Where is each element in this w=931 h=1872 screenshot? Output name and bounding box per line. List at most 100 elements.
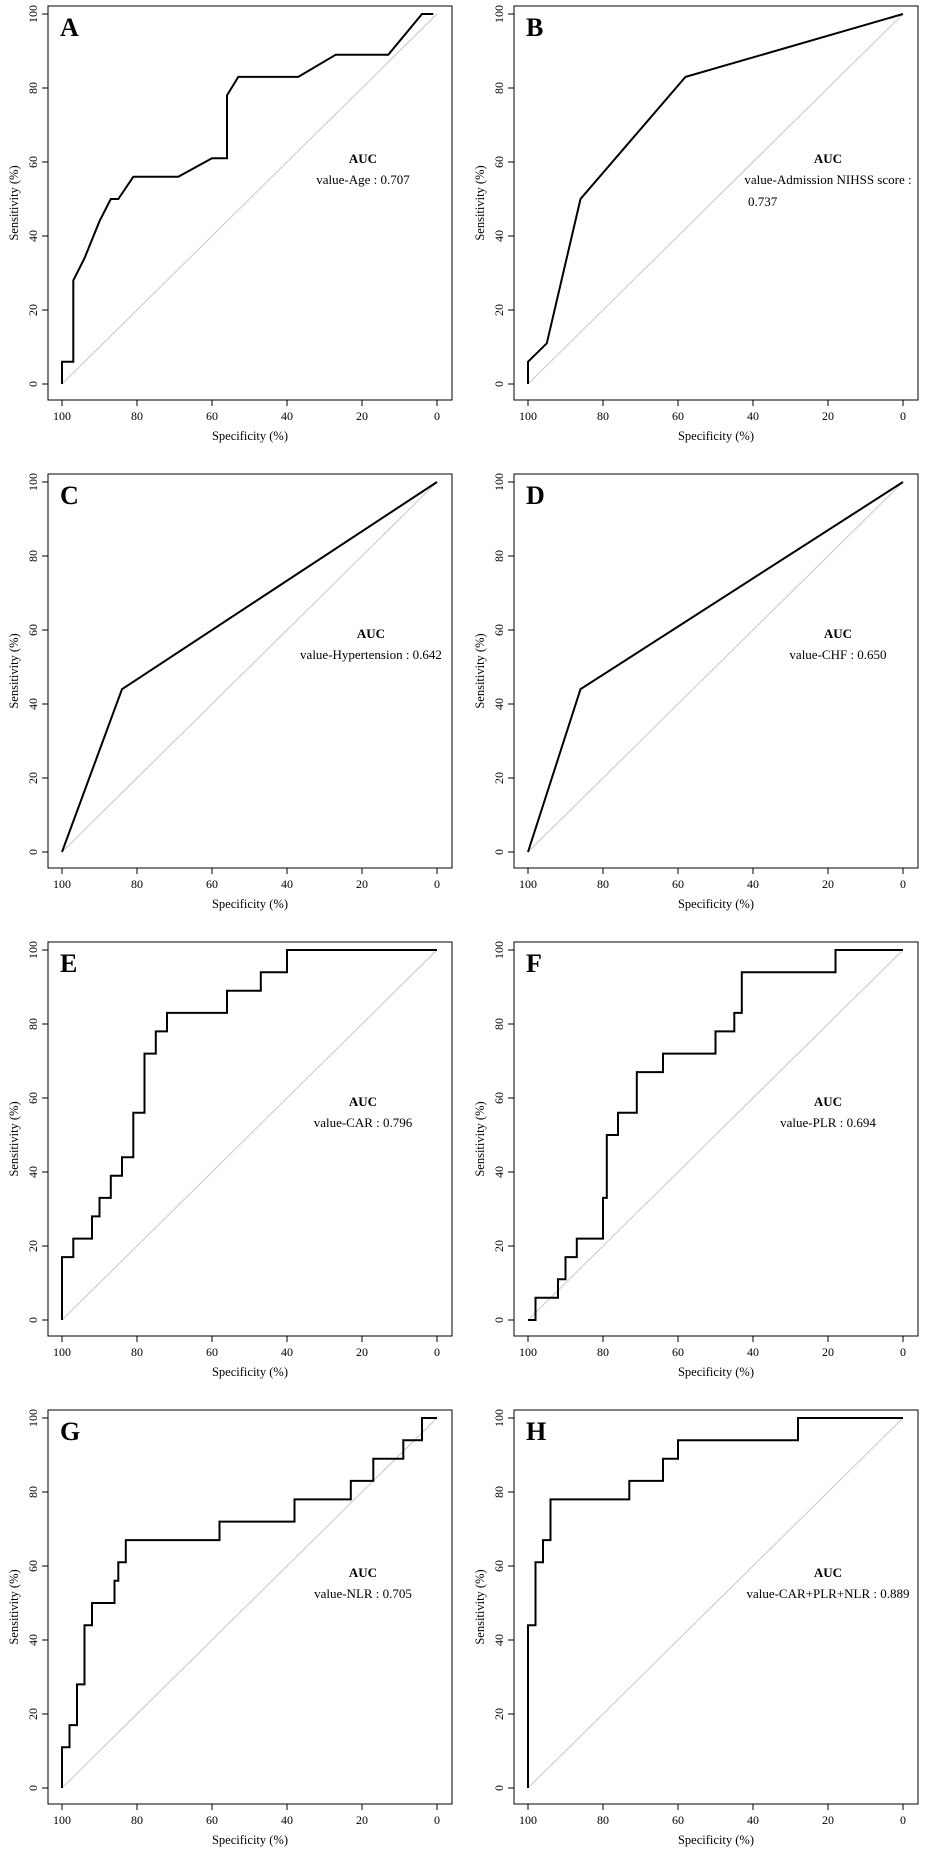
y-tick-label: 80 [492, 82, 506, 94]
roc-chart-svg: 100 80 60 40 20 0 0 20 40 60 80 100 Specificity (%) S… [473, 5, 919, 443]
y-tick-label: 60 [26, 624, 40, 636]
roc-curve-line [527, 1417, 903, 1788]
auc-title: AUC [814, 151, 842, 166]
roc-chart-svg: 100 80 60 40 20 0 0 20 40 60 80 100 Specificity (%) S… [473, 473, 919, 911]
auc-value-text: value-CHF : 0.650 [789, 647, 886, 662]
roc-panel-b: 100 80 60 40 20 0 0 20 40 60 80 100 Specificity (%) S… [466, 0, 931, 468]
y-axis-title: Sensitivity (%) [473, 1101, 487, 1176]
x-tick-label: 60 [672, 409, 684, 423]
y-axis-title: Sensitivity (%) [473, 165, 487, 240]
x-tick-label: 20 [356, 1813, 368, 1827]
y-tick-label: 60 [492, 1560, 506, 1572]
x-tick-label: 80 [131, 409, 143, 423]
x-tick-label: 80 [131, 1813, 143, 1827]
y-tick-label: 0 [26, 849, 40, 855]
auc-value-text: value-CAR+PLR+NLR : 0.889 [746, 1586, 909, 1601]
roc-chart-svg: 100 80 60 40 20 0 0 20 40 60 80 100 Specificity (%) S… [473, 941, 919, 1379]
y-tick-label: 40 [26, 230, 40, 242]
y-tick-label: 100 [26, 5, 40, 23]
x-axis-title: Specificity (%) [678, 429, 754, 443]
x-tick-label: 100 [53, 1813, 71, 1827]
x-tick-label: 0 [434, 1345, 440, 1359]
x-tick-label: 100 [519, 1345, 537, 1359]
x-tick-label: 60 [206, 1345, 218, 1359]
auc-title: AUC [814, 1094, 842, 1109]
auc-title: AUC [357, 626, 385, 641]
roc-panel-d: 100 80 60 40 20 0 0 20 40 60 80 100 Specificity (%) S… [466, 468, 931, 936]
x-tick-label: 80 [597, 1813, 609, 1827]
y-tick-label: 60 [492, 624, 506, 636]
plot-frame [47, 5, 453, 401]
x-tick-label: 0 [900, 877, 906, 891]
y-tick-label: 100 [26, 941, 40, 959]
y-tick-label: 40 [492, 698, 506, 710]
x-tick-label: 0 [900, 1345, 906, 1359]
plot-frame [513, 941, 919, 1337]
x-tick-label: 80 [131, 1345, 143, 1359]
y-tick-label: 100 [492, 5, 506, 23]
panel-letter: F [526, 949, 542, 978]
x-tick-label: 20 [822, 1345, 834, 1359]
auc-value-text: value-Admission NIHSS score : [744, 172, 911, 187]
x-tick-label: 40 [747, 409, 759, 423]
plot-frame [513, 1409, 919, 1805]
reference-diagonal-line [527, 13, 904, 385]
y-tick-label: 20 [26, 1240, 40, 1252]
y-tick-label: 0 [492, 1317, 506, 1323]
x-tick-label: 20 [822, 877, 834, 891]
auc-title: AUC [349, 1094, 377, 1109]
y-tick-label: 20 [492, 304, 506, 316]
x-tick-label: 60 [206, 877, 218, 891]
x-axis-title: Specificity (%) [212, 1365, 288, 1379]
y-tick-label: 80 [26, 550, 40, 562]
roc-panel-a: 100 80 60 40 20 0 0 20 40 60 80 100 Specificity (%) S… [0, 0, 466, 468]
panel-letter: G [60, 1417, 80, 1446]
y-tick-label: 100 [492, 941, 506, 959]
y-tick-label: 20 [26, 1708, 40, 1720]
roc-curve-line [61, 13, 434, 384]
auc-title: AUC [814, 1565, 842, 1580]
x-tick-label: 80 [131, 877, 143, 891]
x-tick-label: 20 [822, 409, 834, 423]
auc-value-text: value-NLR : 0.705 [314, 1586, 412, 1601]
y-tick-label: 20 [492, 1708, 506, 1720]
panel-letter: B [526, 13, 543, 42]
x-tick-label: 100 [519, 1813, 537, 1827]
y-tick-label: 60 [26, 1560, 40, 1572]
roc-panel-f: 100 80 60 40 20 0 0 20 40 60 80 100 Specificity (%) S… [466, 936, 931, 1404]
roc-curve-line [61, 481, 438, 853]
plot-frame [47, 941, 453, 1337]
auc-title: AUC [824, 626, 852, 641]
y-axis-title: Sensitivity (%) [7, 165, 21, 240]
x-tick-label: 60 [206, 409, 218, 423]
y-tick-label: 80 [26, 82, 40, 94]
reference-diagonal-line [61, 481, 438, 853]
x-axis-title: Specificity (%) [678, 1365, 754, 1379]
roc-curve-line [527, 13, 904, 384]
x-tick-label: 20 [356, 877, 368, 891]
y-tick-label: 60 [492, 156, 506, 168]
y-tick-label: 100 [492, 1409, 506, 1427]
x-tick-label: 80 [597, 1345, 609, 1359]
x-tick-label: 40 [747, 1345, 759, 1359]
x-tick-label: 0 [434, 409, 440, 423]
roc-chart-svg: 100 80 60 40 20 0 0 20 40 60 80 100 Specificity (%) S… [7, 473, 453, 911]
roc-curve-line [528, 949, 903, 1321]
auc-value-text: value-Age : 0.707 [316, 172, 410, 187]
roc-chart-svg: 100 80 60 40 20 0 0 20 40 60 80 100 Specificity (%) S… [7, 5, 453, 443]
plot-frame [513, 473, 919, 869]
roc-curve-line [61, 949, 437, 1320]
auc-value-text: value-PLR : 0.694 [780, 1115, 876, 1130]
y-tick-label: 100 [492, 473, 506, 491]
y-tick-label: 20 [492, 1240, 506, 1252]
y-tick-label: 0 [26, 381, 40, 387]
x-tick-label: 40 [747, 1813, 759, 1827]
x-tick-label: 60 [672, 877, 684, 891]
y-tick-label: 80 [492, 1018, 506, 1030]
panel-letter: E [60, 949, 77, 978]
y-tick-label: 40 [492, 1166, 506, 1178]
auc-value-text: value-CAR : 0.796 [314, 1115, 413, 1130]
y-tick-label: 0 [492, 849, 506, 855]
x-tick-label: 0 [900, 409, 906, 423]
roc-curve-line [61, 1417, 437, 1788]
